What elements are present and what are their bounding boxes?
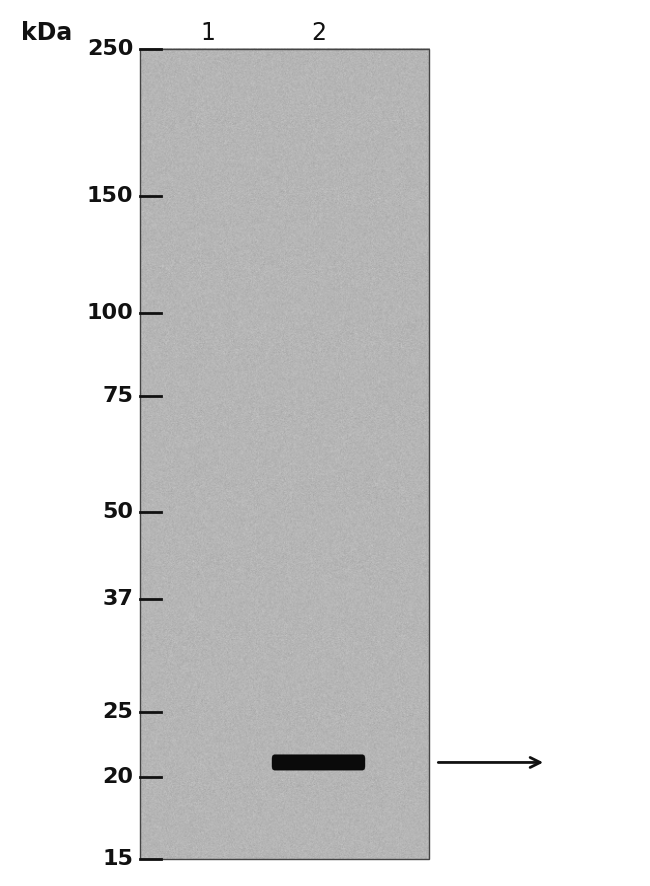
Text: kDa: kDa <box>21 20 72 45</box>
Text: 50: 50 <box>102 502 133 523</box>
Text: 150: 150 <box>86 186 133 206</box>
FancyBboxPatch shape <box>272 755 365 770</box>
Text: 25: 25 <box>103 703 133 722</box>
Text: 2: 2 <box>311 20 326 45</box>
Text: 20: 20 <box>102 766 133 787</box>
Text: 1: 1 <box>201 20 215 45</box>
Text: 100: 100 <box>86 303 133 323</box>
Text: 37: 37 <box>103 589 133 610</box>
Text: 250: 250 <box>87 39 133 58</box>
Text: 75: 75 <box>103 385 133 406</box>
Text: 15: 15 <box>103 850 133 869</box>
Bar <box>140 49 429 859</box>
